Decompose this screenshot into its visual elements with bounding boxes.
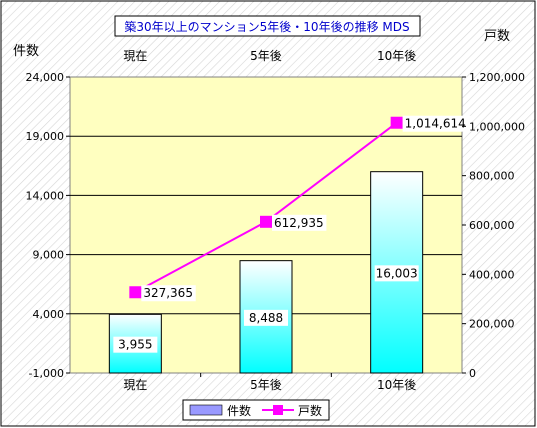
legend-label-bar: 件数	[227, 403, 251, 418]
top-category-labels: 現在 5年後 10年後	[123, 49, 416, 63]
bar-data-label: 8,488	[249, 311, 283, 325]
bar-label-bg	[113, 336, 158, 353]
left-axis-ticks: -1,000 4,000 9,000 14,000 19,000 24,000	[26, 71, 70, 380]
line-data-label: 327,365	[143, 286, 193, 300]
x-tick-label: 10年後	[377, 378, 416, 392]
right-tick-label: 1,000,000	[469, 120, 525, 133]
right-tick-label: 800,000	[469, 170, 515, 183]
bar-data-label: 16,003	[376, 266, 418, 280]
line-point	[390, 116, 403, 129]
y-left-axis-title: 件数	[13, 44, 39, 59]
line-label-bg	[272, 214, 327, 231]
right-tick-label: 400,000	[469, 268, 515, 281]
left-tick-label: 9,000	[33, 249, 65, 262]
x-axis-ticks: 現在 5年後 10年後	[123, 373, 416, 392]
line-point	[260, 215, 272, 228]
line-data-label: 612,935	[274, 216, 324, 230]
left-tick-label: 24,000	[26, 71, 65, 84]
x-tick-label: 5年後	[250, 378, 282, 392]
bar-data-label: 3,955	[118, 338, 152, 352]
top-category-label: 現在	[123, 49, 147, 63]
top-category-label: 10年後	[377, 49, 416, 63]
bar-label-bg	[374, 265, 419, 282]
chart-title-box	[114, 15, 421, 37]
legend-swatch-marker	[273, 405, 283, 415]
right-tick-label: 200,000	[469, 318, 515, 331]
legend: 件数 戸数	[182, 399, 330, 421]
right-tick-label: 1,200,000	[469, 71, 525, 84]
y-right-axis-title: 戸数	[484, 29, 510, 44]
legend-label-line: 戸数	[298, 403, 322, 418]
left-tick-label: -1,000	[29, 367, 64, 380]
line-labels: 327,365 612,935 1,014,614	[141, 115, 472, 302]
line-series	[129, 116, 403, 299]
right-axis-ticks: 0 200,000 400,000 600,000 800,000 1,000,000 1,…	[462, 71, 525, 380]
x-tick-label: 現在	[123, 378, 147, 392]
chart-title: 築30年以上のマンション5年後・10年後の推移 MDS	[124, 19, 409, 34]
top-category-label: 5年後	[250, 49, 282, 63]
line-data-label: 1,014,614	[405, 117, 466, 131]
bar-labels: 3,955 8,488 16,003	[113, 265, 419, 353]
legend-swatch-bar	[189, 404, 223, 416]
left-tick-label: 14,000	[26, 189, 65, 202]
left-tick-label: 4,000	[33, 308, 65, 321]
right-tick-label: 600,000	[469, 219, 515, 232]
bar-label-bg	[244, 309, 288, 326]
right-tick-label: 0	[469, 367, 476, 380]
line-label-bg	[141, 285, 196, 302]
line-point	[129, 286, 142, 299]
left-tick-label: 19,000	[26, 130, 65, 143]
line-label-bg	[402, 115, 472, 132]
